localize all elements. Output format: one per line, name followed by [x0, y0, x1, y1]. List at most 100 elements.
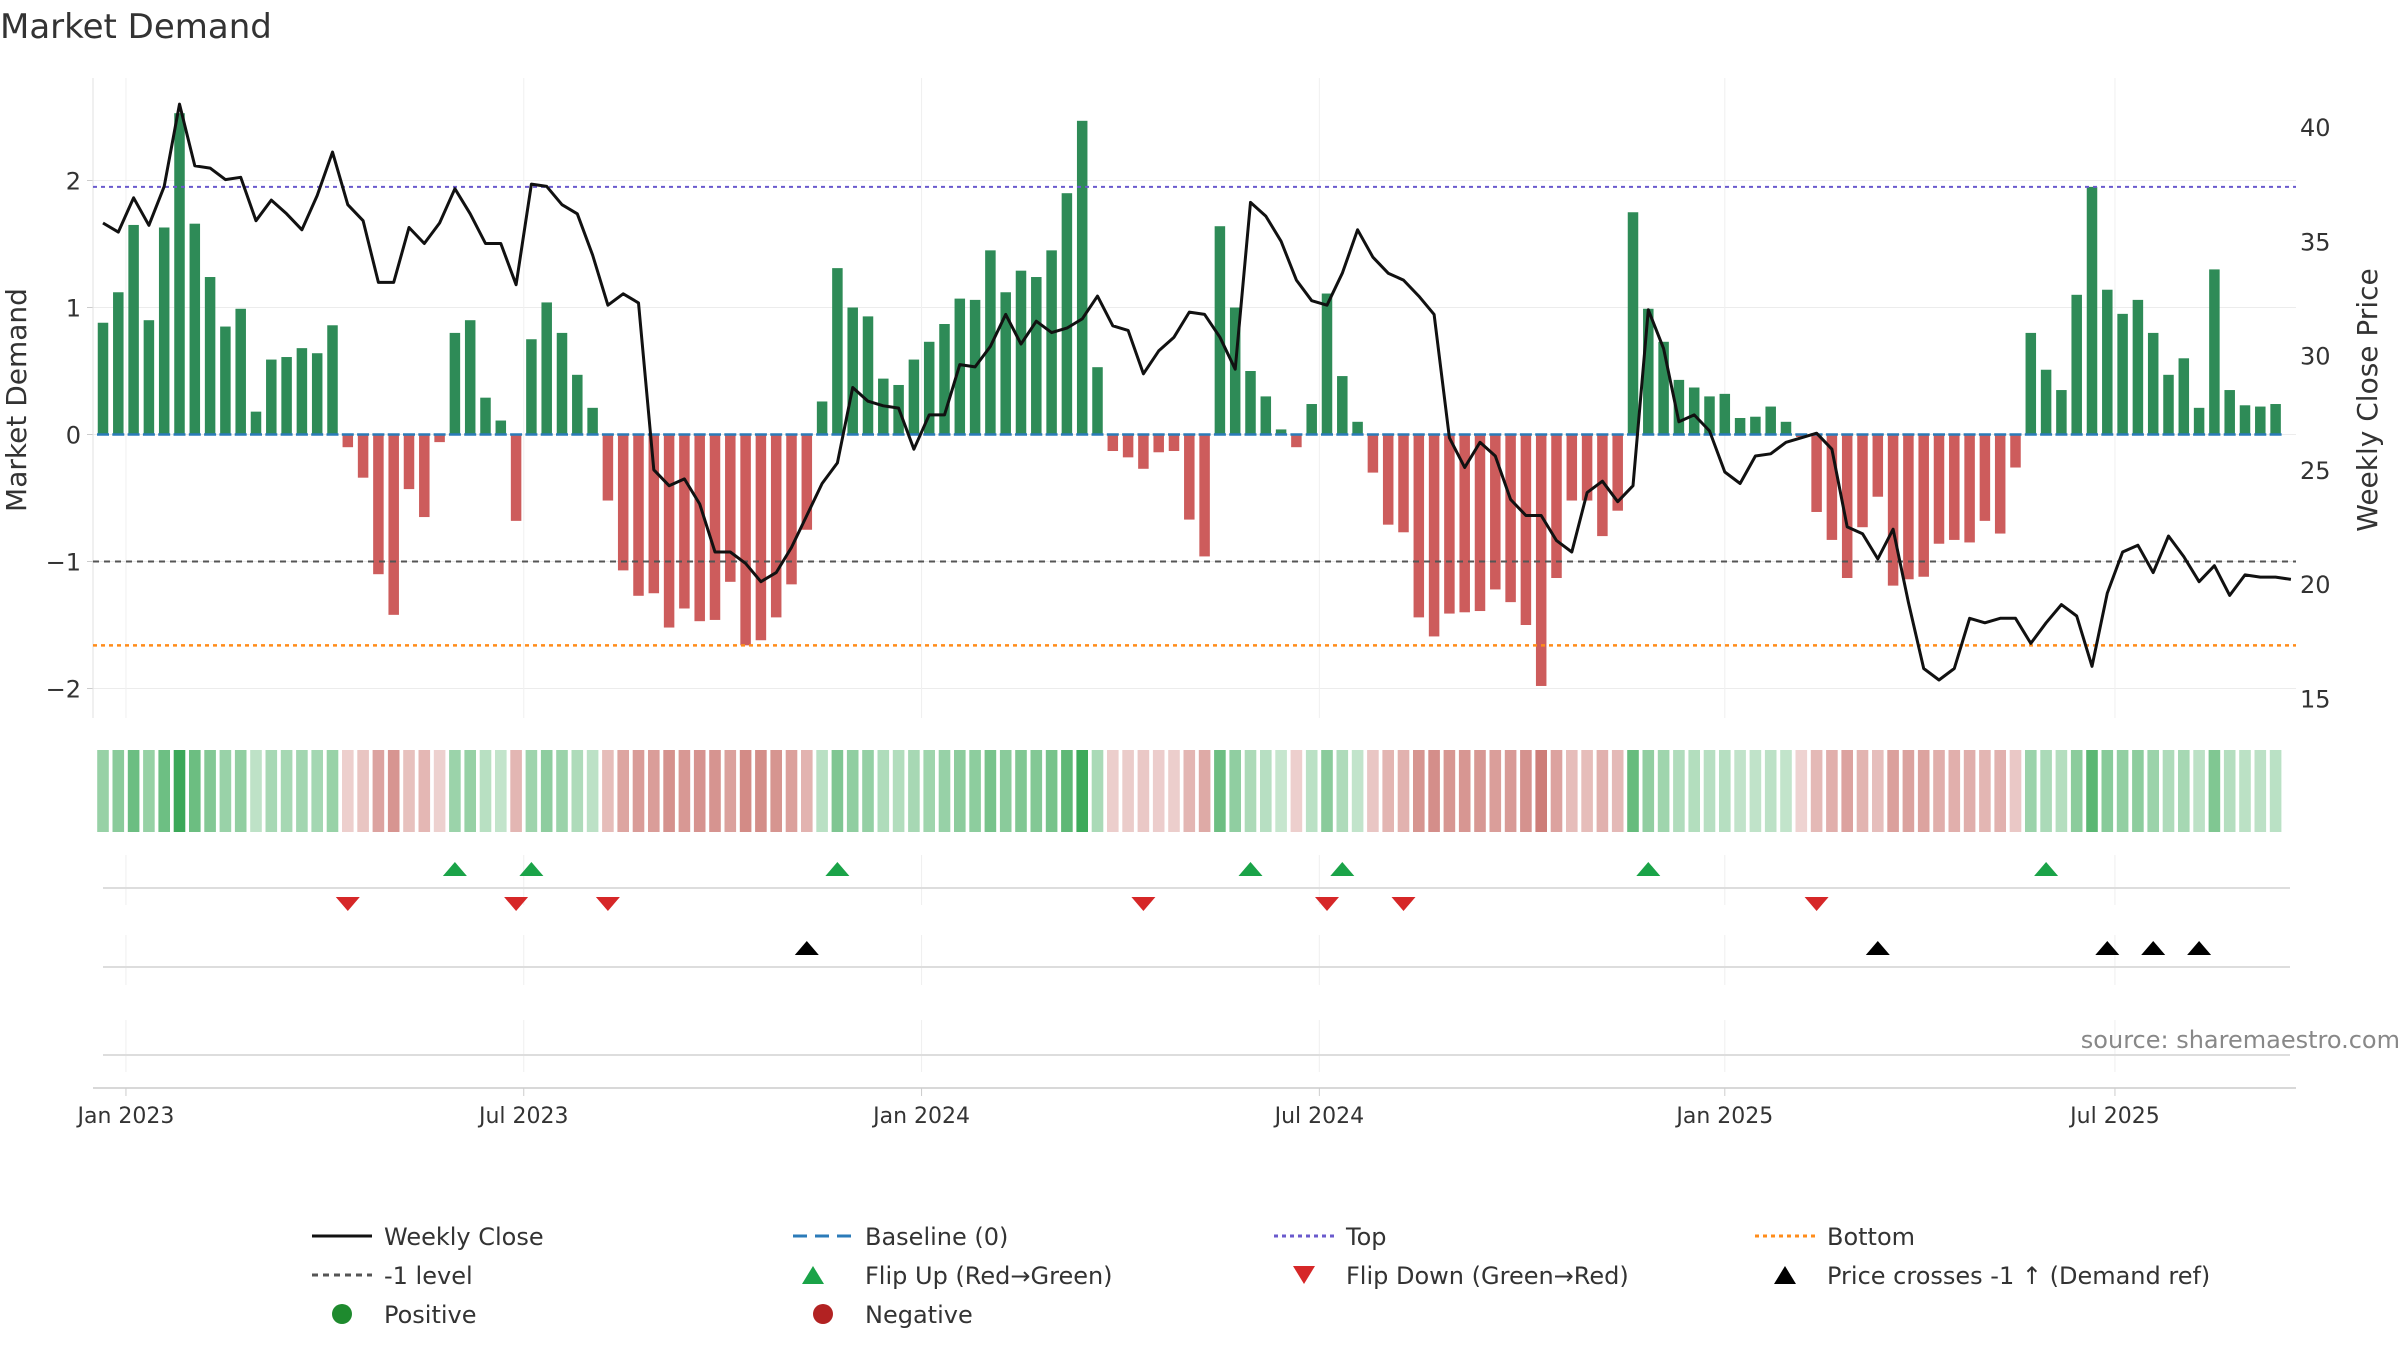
- demand-bar: [1704, 396, 1715, 435]
- demand-bar: [694, 434, 705, 622]
- strip-cell: [326, 750, 339, 832]
- strip-cell: [632, 750, 645, 832]
- strip-cell: [984, 750, 997, 832]
- demand-bar: [2270, 404, 2281, 435]
- strip-cell: [525, 750, 538, 832]
- strip-cell: [1856, 750, 1869, 832]
- x-tick-label: Jan 2024: [871, 1104, 970, 1129]
- strip-cell: [1841, 750, 1853, 832]
- demand-bar: [526, 339, 537, 435]
- legend: Weekly Close Baseline (0) Top Bottom -1 …: [312, 1223, 2210, 1329]
- demand-bar: [327, 325, 338, 435]
- strip-cell: [2269, 750, 2282, 832]
- demand-bar: [143, 320, 155, 435]
- price-cross-marker: [794, 941, 819, 955]
- strip-cell: [1504, 750, 1517, 832]
- demand-bar: [1734, 417, 1746, 435]
- strip-cell: [1214, 750, 1226, 832]
- demand-bar: [2025, 332, 2037, 435]
- strip-cell: [1397, 750, 1410, 832]
- strip-cell: [143, 750, 155, 832]
- demand-bar: [158, 227, 170, 435]
- strip-cell: [1657, 750, 1670, 832]
- strip-cell: [1076, 750, 1088, 832]
- flip-up-marker: [1238, 862, 1263, 876]
- flip-down-marker: [504, 897, 529, 911]
- strip-cell: [602, 750, 614, 832]
- strip-cell: [617, 750, 629, 832]
- price-cross-marker: [2095, 941, 2120, 955]
- demand-bar: [1949, 434, 1960, 540]
- demand-bar: [434, 434, 445, 443]
- strip-cell: [755, 750, 767, 832]
- legend-flip-up: Flip Up (Red→Green): [865, 1262, 1113, 1290]
- flip-down-marker: [1315, 897, 1339, 911]
- demand-bar: [1581, 434, 1593, 501]
- demand-bar: [1214, 226, 1226, 435]
- demand-bar: [2040, 369, 2052, 435]
- y-axis-label: Market Demand: [0, 288, 33, 512]
- demand-bar: [510, 434, 522, 521]
- strip-cell: [1336, 750, 1349, 832]
- strip-cell: [586, 750, 599, 832]
- strip-cell: [204, 750, 216, 832]
- strip-cell: [1443, 750, 1456, 832]
- legend-negative-marker: [813, 1304, 833, 1324]
- strip-cell: [969, 750, 981, 832]
- y-axis-left: 2 1 0 −1 −2: [46, 78, 94, 718]
- demand-bar: [1933, 434, 1945, 544]
- demand-bar: [908, 359, 920, 435]
- demand-bar: [1750, 416, 1761, 435]
- demand-bar: [1780, 421, 1792, 435]
- strip-cell: [2193, 750, 2205, 832]
- strip-cell: [403, 750, 415, 832]
- flip-down-marker: [1391, 897, 1416, 911]
- strip-cell: [1550, 750, 1563, 832]
- demand-bar: [1765, 406, 1776, 435]
- strip-cell: [663, 750, 675, 832]
- strip-cell: [1703, 750, 1716, 832]
- demand-bar: [541, 302, 552, 435]
- strip-cell: [1963, 750, 1976, 832]
- demand-bar: [1367, 434, 1379, 473]
- strip-cell: [1688, 750, 1700, 832]
- demand-bar: [1643, 308, 1654, 435]
- demand-bar: [2071, 294, 2082, 435]
- strip-cell: [1520, 750, 1532, 832]
- demand-bar: [1719, 393, 1731, 435]
- strip-cell: [1305, 750, 1318, 832]
- strip-cell: [2208, 750, 2221, 832]
- demand-bar: [1566, 434, 1578, 501]
- legend-minus-one: -1 level: [384, 1262, 473, 1290]
- strip-cell: [1994, 750, 2006, 832]
- demand-bar: [449, 332, 461, 435]
- strip-cell: [510, 750, 522, 832]
- demand-bar: [939, 324, 950, 435]
- demand-bar: [2117, 313, 2128, 435]
- demand-bar: [1199, 434, 1210, 557]
- strip-cell: [954, 750, 966, 832]
- strip-cell: [479, 750, 492, 832]
- strip-cell: [1122, 750, 1134, 832]
- y2-tick-label: 40: [2300, 114, 2331, 142]
- demand-bar: [1520, 434, 1532, 625]
- strip-cell: [189, 750, 201, 832]
- demand-bar: [1826, 434, 1838, 540]
- strip-cell: [877, 750, 890, 832]
- strip-cell: [1566, 750, 1578, 832]
- strip-cell: [296, 750, 308, 832]
- strip-cell: [173, 750, 186, 832]
- flip-up-marker: [825, 862, 850, 876]
- strip-cell: [923, 750, 935, 832]
- demand-bar: [1046, 250, 1057, 435]
- y-tick-label: −2: [46, 676, 81, 704]
- strip-cell: [1413, 750, 1425, 832]
- demand-bar: [847, 307, 858, 435]
- price-line-layer: [102, 102, 2292, 682]
- flip-down-marker: [1131, 897, 1156, 911]
- strip-cell: [495, 750, 507, 832]
- demand-bar: [2056, 390, 2067, 435]
- demand-bar: [311, 353, 323, 435]
- demand-bar: [1505, 434, 1516, 603]
- legend-flip-down-marker: [1293, 1266, 1315, 1284]
